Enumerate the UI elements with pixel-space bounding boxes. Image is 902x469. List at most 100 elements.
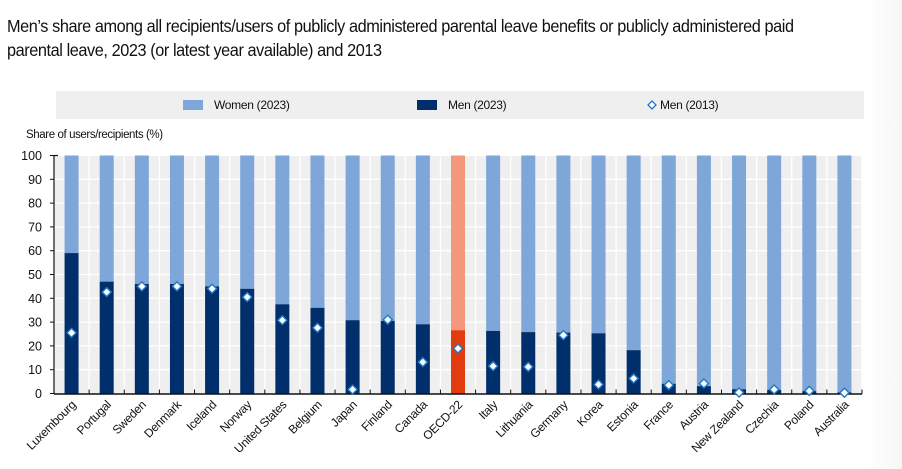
marker-men-2013: [803, 385, 815, 397]
y-tick-label: 30: [28, 316, 42, 330]
x-tick-label: OECD-22: [420, 397, 466, 443]
x-tick-label: Japan: [328, 398, 360, 430]
bar-women-2023: [486, 155, 501, 331]
bar-women-2023: [802, 155, 817, 392]
bar-men-2023: [451, 330, 465, 394]
marker-men-2013: [171, 280, 183, 292]
legend-diamond-icon: [647, 100, 657, 110]
x-tick-label: Estonia: [604, 397, 641, 434]
bar-women-2023: [591, 155, 606, 334]
legend-item-women-2023: Women (2023): [183, 91, 290, 119]
x-tick-label: Germany: [527, 398, 571, 442]
y-axis-label: Share of users/recipients (%): [26, 129, 163, 141]
marker-men-2013: [663, 379, 675, 391]
bar-men-2023: [380, 320, 395, 394]
marker-men-2013: [733, 387, 745, 399]
x-tick-label: Belgium: [286, 398, 325, 437]
bar-women-2023: [275, 155, 290, 305]
x-tick-label: Australia: [811, 397, 852, 438]
y-tick-label: 0: [35, 387, 42, 401]
marker-men-2013: [206, 283, 218, 295]
bar-women-2023: [134, 155, 149, 285]
marker-men-2013: [557, 329, 569, 341]
marker-men-2013: [66, 327, 78, 339]
x-tick-label: Iceland: [183, 398, 219, 434]
bar-men-2023: [310, 307, 325, 394]
bar-men-2023: [240, 288, 255, 394]
bar-women-2023: [732, 155, 747, 390]
y-tick-label: 100: [21, 149, 42, 163]
bar-women-2023: [169, 155, 184, 285]
y-tick-label: 60: [28, 244, 42, 258]
y-tick-label: 90: [28, 173, 42, 187]
marker-men-2013: [698, 378, 710, 389]
y-tick-label: 10: [28, 363, 42, 377]
legend-item-men-2023: Men (2023): [417, 91, 507, 119]
bar-men-2023: [626, 350, 641, 394]
x-tick-label: France: [641, 397, 676, 432]
bar-women-2023: [837, 155, 852, 393]
bar-men-2023: [696, 386, 711, 394]
bar-women-2023: [205, 155, 220, 287]
bar-women-2023: [415, 155, 430, 325]
marker-men-2013: [311, 322, 323, 334]
marker-men-2013: [452, 343, 464, 355]
y-tick-label: 40: [28, 292, 42, 306]
marker-men-2013: [241, 291, 253, 303]
bar-women-2023: [556, 155, 571, 333]
bar-men-2023: [556, 332, 571, 394]
bar-men-2023: [134, 284, 149, 394]
bar-women-2023: [64, 155, 79, 254]
x-tick-label: Finland: [359, 398, 395, 434]
marker-men-2013: [768, 383, 780, 395]
bar-men-2023: [64, 253, 79, 394]
bar-men-2023: [99, 281, 114, 394]
y-tick-label: 20: [28, 339, 42, 353]
chart-legend: Women (2023) Men (2023) Men (2013): [56, 91, 864, 119]
marker-men-2013: [347, 383, 359, 395]
legend-label-men: Men (2023): [448, 98, 507, 112]
bar-men-2023: [591, 333, 606, 394]
bar-women-2023: [696, 155, 711, 387]
x-tick-label: Korea: [574, 397, 606, 429]
x-tick-label: Portugal: [74, 398, 114, 438]
marker-men-2013: [522, 361, 534, 373]
bar-women-2023: [240, 155, 255, 289]
y-tick-label: 80: [28, 197, 42, 211]
legend-swatch-men: [417, 100, 437, 110]
marker-men-2013: [838, 387, 850, 399]
x-tick-label: Denmark: [141, 397, 185, 441]
marker-men-2013: [382, 314, 394, 326]
legend-swatch-women: [183, 100, 203, 110]
marker-men-2013: [417, 356, 429, 368]
chart-title: Men’s share among all recipients/users o…: [7, 16, 794, 60]
x-tick-label: Italy: [476, 398, 501, 423]
bar-women-2023: [521, 155, 536, 333]
x-tick-label: Czechia: [742, 397, 782, 437]
bar-women-2023: [767, 155, 782, 390]
bar-men-2023: [205, 286, 220, 394]
y-tick-label: 50: [28, 268, 42, 282]
bar-women-2023: [661, 155, 676, 384]
bar-women-2023: [380, 155, 395, 321]
legend-label-men-2013: Men (2013): [660, 98, 719, 112]
bar-men-2023: [275, 304, 290, 394]
legend-label-women: Women (2023): [214, 98, 290, 112]
legend-item-men-2013: Men (2013): [647, 91, 719, 119]
marker-men-2013: [136, 280, 148, 292]
bar-men-2023: [169, 284, 184, 394]
bar-men-2023: [345, 320, 360, 394]
right-edge-shade: [866, 0, 902, 469]
bar-women-2023: [451, 155, 465, 331]
marker-men-2013: [593, 378, 605, 390]
bar-women-2023: [345, 155, 360, 321]
bar-women-2023: [310, 155, 325, 308]
y-tick-label: 70: [28, 220, 42, 234]
bar-women-2023: [99, 155, 114, 282]
x-tick-label: Luxembourg: [24, 398, 79, 453]
marker-men-2013: [628, 373, 640, 384]
marker-men-2013: [101, 286, 113, 298]
marker-men-2013: [487, 360, 499, 372]
bar-women-2023: [626, 155, 641, 351]
